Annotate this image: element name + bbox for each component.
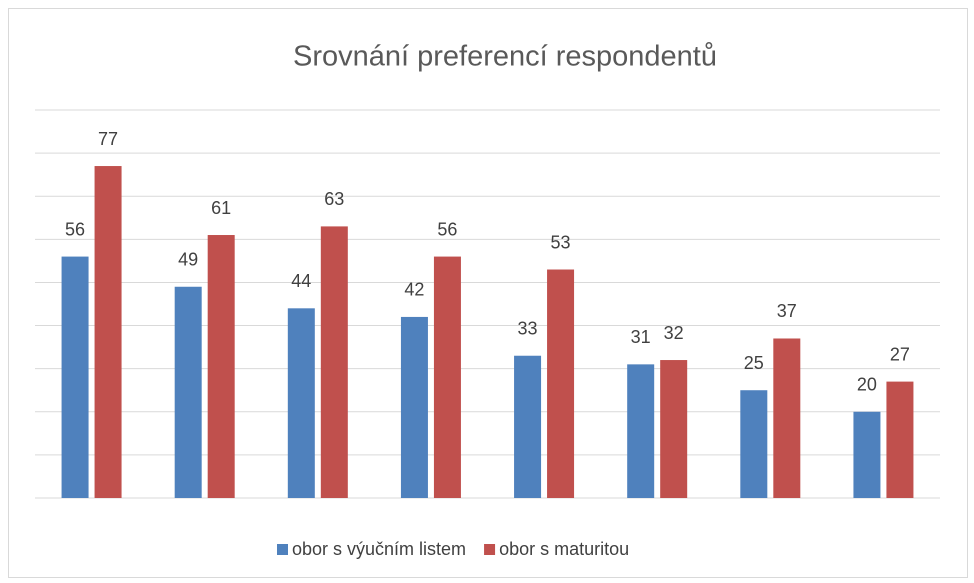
chart-border	[8, 8, 968, 578]
data-label: 25	[744, 353, 764, 373]
bar	[400, 316, 428, 498]
legend-label: obor s výučním listem	[292, 539, 466, 559]
data-label: 44	[291, 271, 311, 291]
bar	[773, 338, 801, 498]
bar	[886, 381, 914, 498]
data-label: 49	[178, 250, 198, 270]
bar	[207, 235, 235, 498]
bar	[853, 411, 881, 498]
bar	[174, 286, 202, 498]
bar	[627, 364, 655, 498]
bar	[287, 308, 315, 498]
data-label: 42	[404, 280, 424, 300]
bar	[514, 355, 542, 498]
legend-swatch	[484, 544, 496, 555]
data-label: 32	[664, 323, 684, 343]
data-label: 20	[857, 375, 877, 395]
bar	[433, 256, 461, 498]
bar	[660, 360, 688, 498]
chart-title: Srovnání preferencí respondentů	[293, 41, 717, 73]
bar	[61, 256, 89, 498]
data-label: 61	[211, 198, 231, 218]
data-label: 31	[631, 327, 651, 347]
legend-label: obor s maturitou	[499, 539, 629, 559]
data-label: 56	[437, 219, 457, 239]
data-label: 77	[98, 129, 118, 149]
data-label: 33	[518, 318, 538, 338]
bar	[320, 226, 348, 498]
bar	[740, 390, 768, 498]
data-label: 56	[65, 219, 85, 239]
legend-swatch	[277, 544, 288, 555]
data-label: 37	[777, 301, 797, 321]
data-label: 53	[551, 232, 571, 252]
bar	[547, 269, 575, 498]
data-label: 63	[324, 189, 344, 209]
bar	[94, 166, 122, 499]
data-label: 27	[890, 344, 910, 364]
